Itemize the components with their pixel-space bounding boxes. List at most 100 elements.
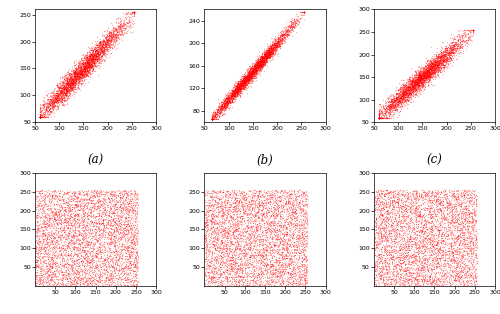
Point	[447, 229, 455, 234]
Point	[76, 66, 84, 71]
Point	[422, 257, 430, 262]
Point	[122, 263, 130, 268]
Point	[64, 84, 72, 89]
Point	[69, 78, 77, 83]
Point	[207, 240, 215, 245]
Point	[440, 241, 448, 246]
Point	[435, 256, 443, 261]
Point	[250, 236, 258, 241]
Point	[444, 203, 452, 208]
Point	[256, 261, 264, 266]
Point	[452, 263, 460, 268]
Point	[453, 189, 461, 194]
Point	[402, 228, 409, 233]
Point	[437, 66, 445, 71]
Point	[92, 251, 100, 256]
Point	[446, 258, 454, 263]
Point	[261, 267, 269, 272]
Point	[302, 209, 310, 214]
Point	[288, 280, 296, 285]
Point	[402, 276, 410, 281]
Point	[226, 96, 234, 101]
Point	[290, 203, 298, 208]
Point	[404, 86, 411, 91]
Point	[266, 258, 274, 263]
Point	[103, 33, 111, 38]
Point	[215, 223, 223, 228]
Point	[426, 193, 434, 198]
Point	[83, 261, 91, 266]
Point	[411, 198, 419, 203]
Point	[302, 192, 310, 197]
Point	[78, 266, 86, 271]
Point	[406, 92, 414, 97]
Point	[414, 80, 422, 85]
Point	[126, 256, 134, 261]
Point	[279, 246, 287, 251]
Point	[104, 46, 112, 51]
Point	[388, 102, 396, 107]
Point	[252, 66, 260, 71]
Point	[112, 203, 120, 208]
Point	[300, 263, 308, 268]
Point	[404, 89, 411, 94]
Point	[202, 222, 209, 227]
Point	[407, 87, 415, 92]
Point	[394, 95, 402, 100]
Point	[133, 224, 141, 229]
Point	[244, 72, 252, 77]
Point	[85, 62, 93, 67]
Point	[44, 109, 52, 114]
Point	[390, 98, 398, 103]
Point	[114, 206, 122, 211]
Point	[108, 221, 116, 226]
Point	[34, 264, 42, 269]
Point	[454, 252, 462, 257]
Point	[450, 249, 458, 254]
Point	[66, 221, 74, 226]
Point	[288, 21, 296, 26]
Point	[70, 71, 78, 76]
Point	[413, 272, 421, 277]
Point	[418, 236, 426, 241]
Point	[262, 228, 270, 233]
Point	[454, 273, 462, 278]
Point	[285, 23, 293, 28]
Point	[50, 280, 58, 285]
Point	[378, 225, 386, 230]
Point	[224, 277, 232, 282]
Point	[248, 76, 256, 81]
Point	[78, 262, 86, 267]
Point	[388, 208, 396, 213]
Point	[215, 102, 223, 107]
Point	[236, 256, 244, 261]
Point	[394, 204, 402, 209]
Point	[423, 73, 431, 78]
Point	[265, 50, 273, 55]
Point	[258, 56, 266, 61]
Point	[276, 269, 284, 274]
Point	[298, 275, 306, 280]
Point	[258, 61, 266, 66]
Point	[398, 86, 406, 91]
Point	[60, 216, 68, 221]
Point	[78, 218, 86, 223]
Point	[382, 106, 390, 111]
Point	[92, 221, 100, 226]
Point	[238, 81, 246, 86]
Point	[56, 92, 64, 97]
Point	[82, 63, 90, 68]
Point	[37, 215, 45, 220]
Point	[428, 223, 436, 228]
Point	[280, 237, 288, 242]
Point	[256, 252, 264, 257]
Point	[440, 51, 448, 56]
Point	[80, 198, 88, 203]
Point	[221, 103, 229, 108]
Point	[74, 68, 82, 73]
Point	[438, 277, 446, 282]
Point	[74, 227, 82, 232]
Point	[472, 237, 480, 242]
Point	[108, 28, 116, 33]
Point	[218, 214, 226, 219]
